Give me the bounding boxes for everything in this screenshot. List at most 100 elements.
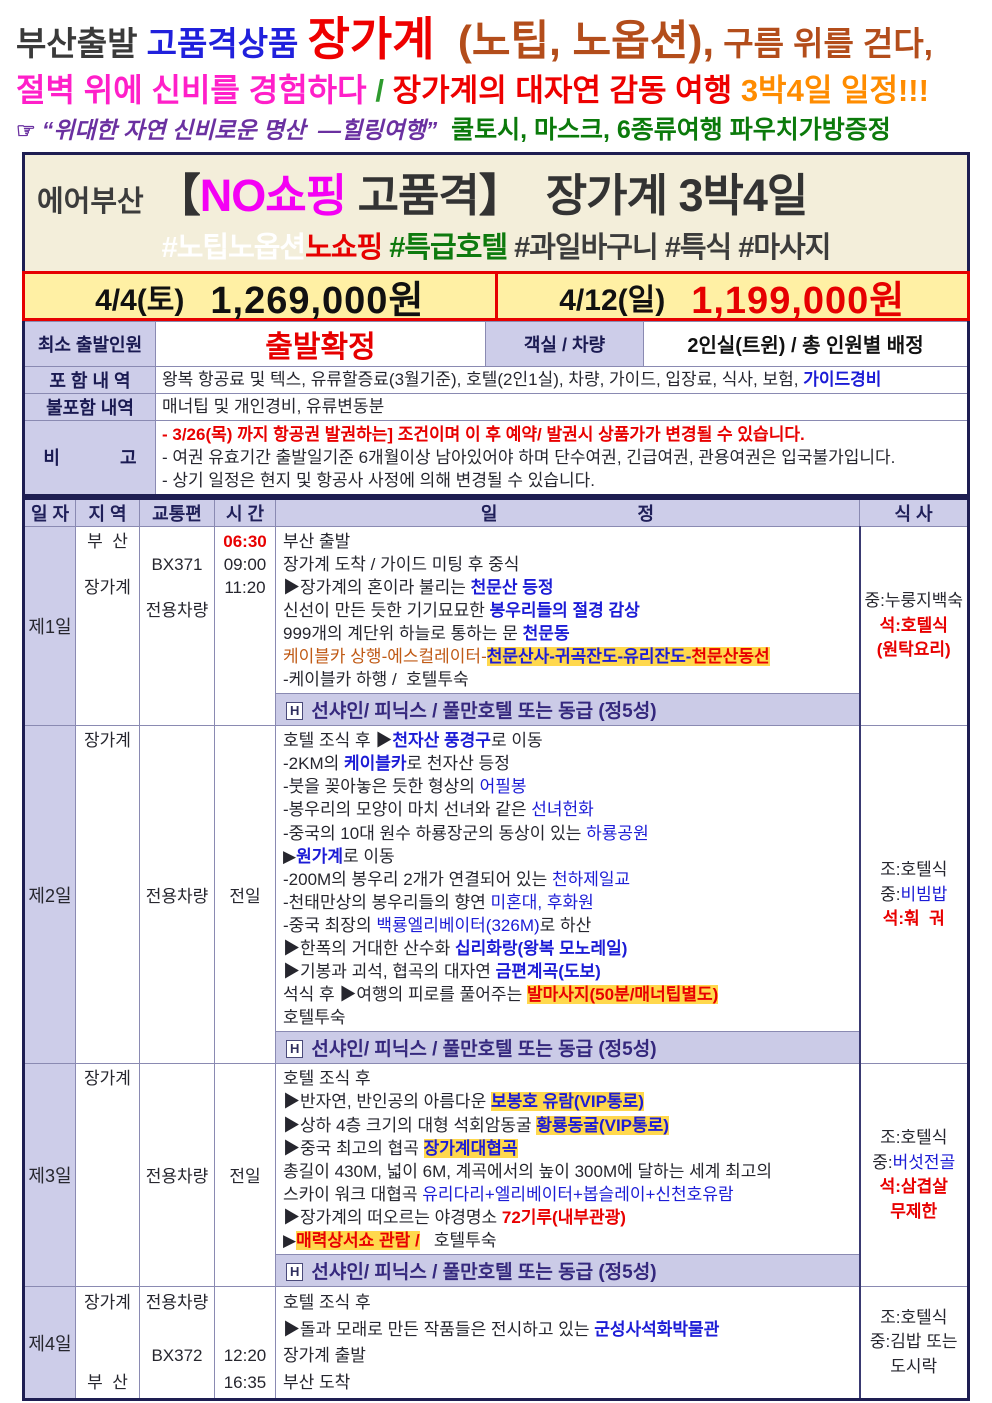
text-line: [215, 1317, 275, 1344]
transport-cell: 전용차량: [139, 1063, 215, 1288]
text-segment: 로 이동: [490, 731, 543, 751]
hotel-row: H 선샤인/ 피닉스 / 풀만호텔 또는 동급 (정5성): [24, 693, 969, 727]
text-segment: 장가계 도착 / 가이드 미팅 후 중식: [283, 554, 520, 574]
text-segment: 전용차량: [145, 1293, 209, 1313]
promo-header: 부산출발 고품격상품 장가계 (노팁, 노옵션), 구름 위를 걷다, 절벽 위…: [0, 0, 992, 152]
text-line: 전일: [215, 885, 275, 908]
pointing-hand-icon: ☞: [16, 118, 42, 144]
text-line: 장가계: [76, 1290, 139, 1317]
text-line: 16:35: [215, 1370, 275, 1397]
text-segment: 부 산: [87, 1372, 128, 1392]
text-line: -봉우리의 모양이 마치 선녀와 같은 선녀헌화: [283, 798, 857, 821]
room-vehicle-value: 2인실(트윈) / 총 인원별 배정: [643, 320, 969, 367]
hashtag: #특급호텔: [382, 231, 508, 264]
text-segment: 호텔 조식 후: [283, 1069, 371, 1089]
hotel-cell: H 선샤인/ 피닉스 / 풀만호텔 또는 동급 (정5성): [275, 1254, 860, 1288]
airline-name: 에어부산: [37, 185, 144, 218]
text-segment: -200M의 봉우리 2개가 연결되어 있는: [283, 869, 552, 889]
included-value: 왕복 항공료 및 텍스, 유류할증료(3월기준), 호텔(2인1실), 차량, …: [155, 365, 969, 394]
text-line: 장가계: [76, 1067, 139, 1090]
info-row-remarks: 비 고 - 3/26(목) 까지 항공권 발권하는] 조건이며 이 후 예약/ …: [23, 419, 969, 496]
hotel-name: 선샤인/ 피닉스 / 풀만호텔 또는 동급 (정5성): [311, 1039, 657, 1061]
text-segment: -봉우리의 모양이 마치 선녀와 같은: [283, 800, 532, 820]
room-vehicle-label: 객실 / 차량: [485, 320, 644, 367]
title-bracket: 【: [155, 169, 201, 221]
time-cell: 06:30 09:00 11:20: [214, 525, 276, 727]
text-line: 신선이 만든 듯한 기기묘묘한 봉우리들의 절경 감상: [283, 599, 857, 622]
itinerary-day-row: 제2일 장가계 전용차량 전일 호텔 조식 후 ▶천자산 풍경구로 이동 -2KM의 케이…: [23, 725, 969, 1065]
text-segment: ▶장가계의 혼이라 불리는: [283, 577, 471, 597]
text-line: 스카이 워크 대협곡 유리다리+엘리베이터+봅슬레이+신천호유람: [283, 1183, 857, 1206]
promo-text: (노팁, 노옵션),: [434, 17, 715, 64]
text-segment: 선녀헌화: [531, 800, 594, 820]
region-cell: 장가계: [75, 725, 140, 1065]
text-line: 석:삼겹살: [861, 1175, 968, 1200]
text-segment: 매력상서쇼 관람 /: [296, 1231, 420, 1251]
text-line: 석:훠 궈: [861, 907, 968, 932]
itinerary-table: 일 자 지 역 교통편 시 간 일 정 식 사 제1일 부 산 장가계 BX371…: [22, 496, 970, 1402]
text-segment: 천문산 등정: [470, 577, 554, 597]
text-line: 전용차량: [140, 1290, 214, 1317]
hotel-badge-icon: H: [286, 1263, 304, 1282]
text-segment: 중:김밥 또는: [869, 1332, 958, 1352]
promo-text: 장가계: [307, 13, 435, 65]
itinerary-body: 제1일 부 산 장가계 BX371 전용차량 06:30 09:00 11:20 부산 출…: [23, 525, 969, 1401]
product-title-row: 에어부산 【NO쇼핑 고품격】 장가계 3박4일: [31, 157, 961, 224]
text-segment: 도시락: [890, 1356, 938, 1376]
price-option-2: 4/12(일) 1,199,000원: [498, 274, 968, 322]
text-line: 석:호텔식: [861, 614, 968, 639]
text-segment: 금편계곡(도보): [495, 962, 601, 982]
departure-confirmed-value: 출발확정: [155, 320, 486, 367]
text-line: -200M의 봉우리 2개가 연결되어 있는 천하제일교: [283, 868, 857, 891]
text-segment: 부산 출발: [283, 531, 351, 551]
text-segment: 중:: [880, 884, 901, 904]
text-line: 전용차량: [140, 1165, 214, 1188]
meals-cell: 조:호텔식 중:김밥 또는 도시락: [858, 1286, 969, 1401]
text-segment: 전일: [229, 886, 261, 906]
text-segment: 천문산사-귀곡잔도-유리잔도-: [486, 646, 692, 666]
text-line: -2KM의 케이블카로 천자산 등정: [283, 752, 857, 775]
transport-cell: 전용차량: [139, 725, 215, 1065]
text-segment: 신선이 만든 듯한 기기묘묘한: [283, 600, 490, 620]
text-segment: 12:20: [223, 1346, 267, 1366]
hashtag: 노쇼핑: [305, 231, 383, 264]
day-label: 제4일: [23, 1286, 76, 1401]
text-line: 무제한: [861, 1200, 968, 1225]
text-segment: 미혼대, 후화원: [490, 892, 594, 912]
region-cell: 부 산 장가계: [75, 525, 140, 727]
text-segment: 부 산: [87, 531, 128, 551]
text-line: [76, 1343, 139, 1370]
hotel-badge-icon: H: [286, 1040, 304, 1059]
text-segment: 로 천자산 등정: [406, 754, 510, 774]
min-departure-label: 최소 출발인원: [23, 320, 156, 367]
promo-line-3: ☞ “위대한 자연 신비로운 명산 —힐링여행” 쿨토시, 마스크, 6종류여행…: [16, 116, 992, 146]
itinerary-day-row: 제1일 부 산 장가계 BX371 전용차량 06:30 09:00 11:20 부산 출…: [23, 525, 969, 727]
title-destination: 장가계 3박4일: [522, 169, 809, 221]
text-line: ▶원가계로 이동: [283, 845, 857, 868]
col-header-meals: 식 사: [859, 497, 969, 527]
text-line: (원탁요리): [861, 638, 968, 663]
promo-text: 절벽 위에 신비를 경험하다: [16, 72, 376, 109]
col-header-region: 지 역: [75, 497, 140, 527]
text-segment: 천자산 풍경구: [392, 731, 491, 751]
text-line: 전용차량: [140, 599, 214, 622]
price-amount: 1,269,000원: [210, 280, 425, 323]
text-segment: 11:20: [224, 577, 266, 597]
text-line: 부산 출발: [283, 530, 857, 553]
text-line: 부산 도착: [283, 1370, 857, 1397]
text-line: 전일: [215, 1165, 275, 1188]
remark-line: - 상기 일정은 현지 및 항공사 사정에 의해 변경될 수 있습니다.: [162, 470, 595, 490]
text-segment: ▶중국 최고의 협곡: [283, 1138, 424, 1158]
text-segment: 전용차량: [145, 1167, 209, 1187]
text-segment: ▶한폭의 거대한 산수화: [283, 939, 455, 959]
text-line: [76, 1317, 139, 1344]
meals-cell: 중:누룽지백숙 석:호텔식 (원탁요리): [858, 525, 969, 727]
text-segment: ▶장가계의 떠오르는 야경명소: [283, 1207, 502, 1227]
hotel-cell: H 선샤인/ 피닉스 / 풀만호텔 또는 동급 (정5성): [275, 693, 860, 727]
text-line: 중:김밥 또는: [861, 1330, 968, 1355]
hashtag: #과일바구니 #특식 #마사지: [507, 231, 831, 264]
promo-text: /: [375, 73, 393, 109]
col-header-day: 일 자: [23, 497, 76, 527]
text-line: ▶반자연, 반인공의 아름다운 보봉호 유람(VIP통로): [283, 1090, 857, 1113]
